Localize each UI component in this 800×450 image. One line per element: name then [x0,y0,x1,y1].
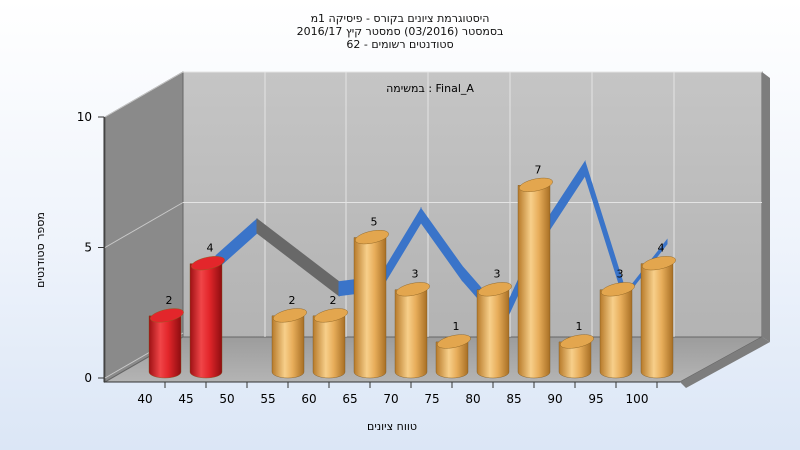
bar-body [148,315,182,379]
y-axis-title: מספר סטודנטים [34,212,47,288]
x-tick-label: 40 [137,392,152,406]
bar-body [435,341,469,379]
data-label: 1 [576,320,583,333]
y-axis: 0 5 10 [77,110,105,385]
bar-60: 2 [312,294,348,379]
bar-body [189,263,223,379]
chart-title-line-1: היסטוגרמת ציונים בקורס - פיסיקה 1מ [310,12,490,25]
back-wall [182,71,763,338]
chart-title-line-2: בסמסטר (03/2016) סמסטר קיץ 2016/17 [296,25,504,38]
floor-shadow [680,337,770,388]
bar-cap [150,308,184,323]
grid-line-side [104,202,184,248]
bar-body [599,289,633,379]
bar-body [312,315,346,379]
data-label: 3 [494,268,501,281]
y-tick-label: 10 [77,110,92,124]
bar-80: 3 [476,268,512,379]
bar-cap [396,282,430,297]
bar-95: 3 [599,268,635,379]
x-tick-label: 85 [506,392,521,406]
bar-55: 2 [271,294,307,379]
bar-body [353,237,387,379]
plot-subtitle: במשימה : Final_A [386,82,474,95]
bar-cap [642,256,676,271]
data-label: 2 [166,294,173,307]
bar-body [517,185,551,379]
bar-cap [355,230,389,245]
data-label: 2 [330,294,337,307]
bar-cap [601,282,635,297]
chart-title-line-3: סטודנטים רשומים - 62 [346,38,454,51]
bar-cap [519,177,553,192]
grid-lines [104,71,762,379]
bar-body [476,289,510,379]
bar-body [271,315,305,379]
bar-cap [437,334,471,349]
x-tick-label: 100 [626,392,649,406]
data-label: 3 [617,268,624,281]
bar-90: 1 [558,320,594,379]
bar-75: 1 [435,320,471,379]
bar-body [394,289,428,379]
bar-cap [191,256,225,271]
bar-body [640,263,674,379]
data-label: 7 [535,163,542,176]
bar-85: 7 [517,163,553,379]
grid-line-side [104,71,184,118]
y-tick-label: 0 [84,371,92,385]
trend-ribbon [215,159,668,329]
data-label: 1 [453,320,460,333]
x-tick-label: 55 [260,392,275,406]
x-axis: 40 45 50 55 60 65 70 75 80 85 90 95 100 [104,381,680,406]
bar-body [558,341,592,379]
data-label: 3 [412,268,419,281]
bar-70: 3 [394,268,430,379]
x-tick-label: 70 [383,392,398,406]
data-label: 5 [371,216,378,229]
x-tick-label: 45 [178,392,193,406]
x-tick-label: 65 [342,392,357,406]
y-tick-label: 5 [84,241,92,255]
x-tick-label: 80 [465,392,480,406]
x-axis-title: טווח ציונים [367,420,417,433]
wall-shadow [762,72,770,342]
x-tick-label: 95 [588,392,603,406]
data-label: 2 [289,294,296,307]
x-tick-label: 90 [547,392,562,406]
bar-cap [478,282,512,297]
bar-65: 5 [353,216,389,379]
bar-100: 4 [640,242,676,379]
data-label: 4 [658,242,665,255]
bar-45: 4 [189,242,225,379]
x-tick-label: 60 [301,392,316,406]
bar-40: 2 [148,294,184,379]
bar-cap [273,308,307,323]
x-tick-label: 75 [424,392,439,406]
bar-cap [560,334,594,349]
x-tick-label: 50 [219,392,234,406]
data-label: 4 [207,242,214,255]
bar-cap [314,308,348,323]
